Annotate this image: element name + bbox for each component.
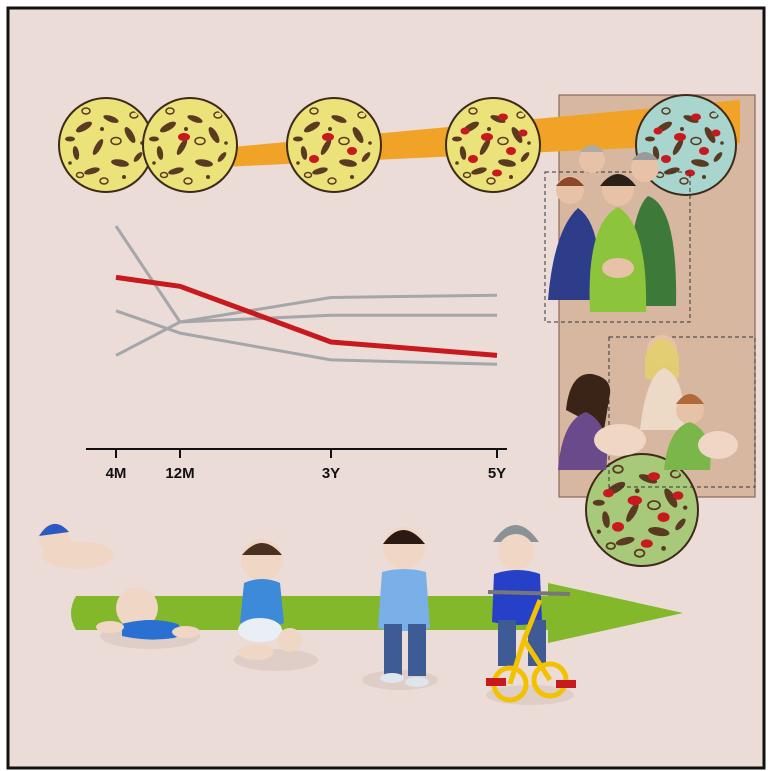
- microbiota-4m-a: [58, 97, 154, 193]
- series-line: [115, 313, 497, 357]
- x-ticks: 4M 12M 3Y 5Y: [106, 449, 506, 482]
- series-line: [115, 309, 498, 366]
- chart-lines: [114, 225, 498, 366]
- x-tick-label: 12M: [165, 465, 194, 482]
- x-tick-label: 3Y: [322, 465, 340, 482]
- microbiota-adult: [635, 94, 737, 196]
- microbiota-3y: [445, 97, 541, 193]
- microbiota-mother: [585, 453, 699, 567]
- x-tick-label: 5Y: [488, 465, 506, 482]
- child-on-bicycle: [486, 525, 576, 705]
- adults-dashed-box: [544, 171, 691, 323]
- infant-crawling: [96, 587, 200, 649]
- series-line-highlight: [115, 274, 498, 358]
- adult-family-illustration: [548, 145, 677, 312]
- newborn-sleeping: [39, 523, 114, 569]
- mothers-dashed-box: [608, 336, 756, 488]
- x-tick-label: 4M: [106, 465, 127, 482]
- microbiota-4m-b: [142, 97, 238, 193]
- mothers-babies-illustration: [558, 335, 738, 470]
- series-line: [114, 225, 498, 324]
- toddler-standing: [362, 527, 438, 690]
- infant-sitting: [234, 539, 318, 671]
- microbiota-12m: [286, 97, 382, 193]
